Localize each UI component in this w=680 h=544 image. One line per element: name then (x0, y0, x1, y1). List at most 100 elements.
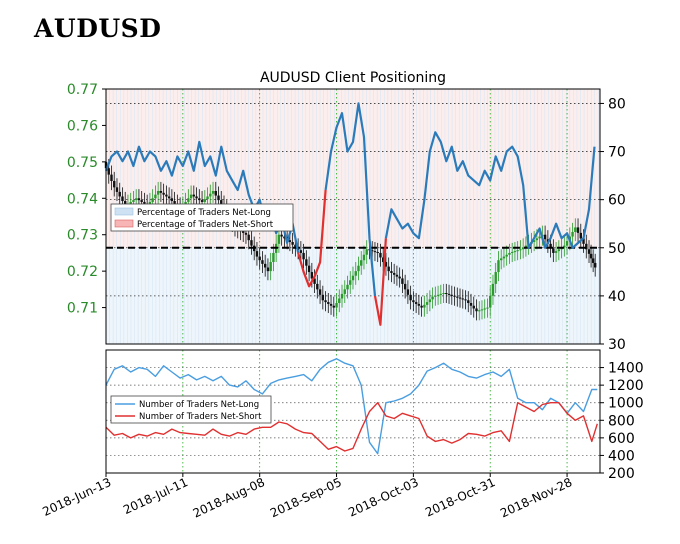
price-candle (255, 251, 259, 257)
price-candle (118, 191, 121, 197)
price-candle (593, 262, 597, 268)
price-candle (472, 305, 475, 309)
price-candle (475, 308, 478, 312)
price-candle (140, 200, 143, 202)
price-candle (390, 271, 393, 273)
price-candle (343, 289, 346, 294)
price-candle (365, 249, 368, 255)
price-candle (469, 303, 473, 306)
legend-label-long: Percentage of Traders Net-Long (137, 208, 271, 218)
price-candle (483, 308, 486, 310)
net-long-count-line (105, 358, 598, 455)
left-tick-label: 0.76 (67, 118, 98, 134)
price-candle (417, 303, 421, 306)
price-candle (277, 234, 281, 244)
price-candle (414, 302, 418, 304)
right-tick-label-bottom: 800 (608, 413, 635, 429)
price-candle (307, 265, 311, 273)
price-candle (538, 236, 541, 239)
price-candle (335, 303, 338, 308)
price-candle (280, 234, 283, 237)
price-candle (464, 299, 467, 301)
price-candle (211, 191, 215, 194)
price-candle (346, 284, 349, 290)
price-candle (489, 295, 492, 308)
price-candle (209, 193, 212, 197)
price-candle (217, 195, 220, 201)
price-candle (589, 253, 593, 259)
net-long-pct-line (297, 189, 327, 288)
price-candle (283, 236, 286, 239)
price-candle (395, 274, 399, 277)
price-candle (571, 231, 574, 237)
price-candle (591, 258, 595, 263)
price-candle (261, 260, 264, 264)
price-candle (458, 297, 462, 299)
price-candle (412, 300, 415, 303)
price-candle (244, 232, 248, 235)
price-candle (187, 198, 190, 202)
net-long-pct-line (324, 102, 377, 297)
price-candle (220, 200, 223, 205)
x-tick-label: 2018-Aug-08 (191, 475, 267, 521)
right-tick-label: 70 (608, 145, 626, 161)
price-candle (461, 298, 464, 300)
price-candle (107, 168, 110, 175)
price-candle (516, 250, 519, 252)
price-candle (360, 260, 363, 266)
left-tick-label: 0.71 (67, 301, 98, 317)
price-candle (376, 252, 379, 254)
price-candle (510, 252, 514, 254)
price-candle (373, 251, 377, 253)
price-candle (294, 244, 297, 248)
net-long-pct-line (384, 131, 596, 249)
bottom-legend: Number of Traders Net-Long Number of Trad… (110, 395, 272, 424)
price-candle (310, 272, 314, 279)
price-candle (431, 296, 434, 300)
price-candle (557, 249, 561, 252)
price-candle (313, 278, 316, 284)
price-candle (305, 259, 308, 266)
right-tick-label-bottom: 600 (608, 431, 635, 447)
price-candle (349, 280, 352, 285)
price-candle (121, 196, 124, 202)
price-candle (467, 300, 470, 304)
price-candle (409, 294, 412, 301)
top-legend: Percentage of Traders Net-Long Percentage… (110, 203, 294, 232)
legend-label-short: Percentage of Traders Net-Short (137, 220, 274, 230)
price-candle (552, 248, 555, 253)
right-tick-label: 50 (608, 241, 626, 257)
page-title: AUDUSD (34, 14, 162, 43)
price-candle (198, 198, 201, 201)
net-long-pct-line (373, 238, 387, 326)
price-candle (291, 242, 294, 245)
price-candle (585, 243, 588, 250)
price-candle (453, 295, 456, 297)
price-candle (206, 196, 209, 200)
price-candle (151, 198, 154, 202)
price-candle (302, 252, 305, 260)
x-tick-label: 2018-Nov-28 (498, 475, 574, 520)
price-candle (439, 293, 443, 295)
left-tick-label: 0.77 (67, 82, 98, 98)
price-candle (203, 199, 206, 202)
right-tick-label: 80 (608, 96, 626, 112)
price-candle (456, 296, 459, 298)
x-tick-label: 2018-Jul-11 (121, 475, 190, 517)
left-tick-label: 0.72 (67, 264, 98, 280)
price-candle (167, 196, 171, 199)
price-candle (362, 254, 366, 261)
price-candle (519, 249, 522, 251)
price-candle (500, 258, 503, 261)
price-candle (192, 194, 196, 197)
legend-label-long-count: Number of Traders Net-Long (139, 400, 259, 410)
price-candle (563, 245, 566, 248)
price-candle (318, 289, 322, 295)
legend-box (110, 395, 272, 424)
chart-title: AUDUSD Client Positioning (260, 70, 446, 86)
price-candle (436, 294, 440, 296)
price-candle (532, 240, 536, 242)
price-candle (384, 262, 388, 267)
price-candle (535, 238, 539, 241)
price-candle (338, 298, 341, 304)
